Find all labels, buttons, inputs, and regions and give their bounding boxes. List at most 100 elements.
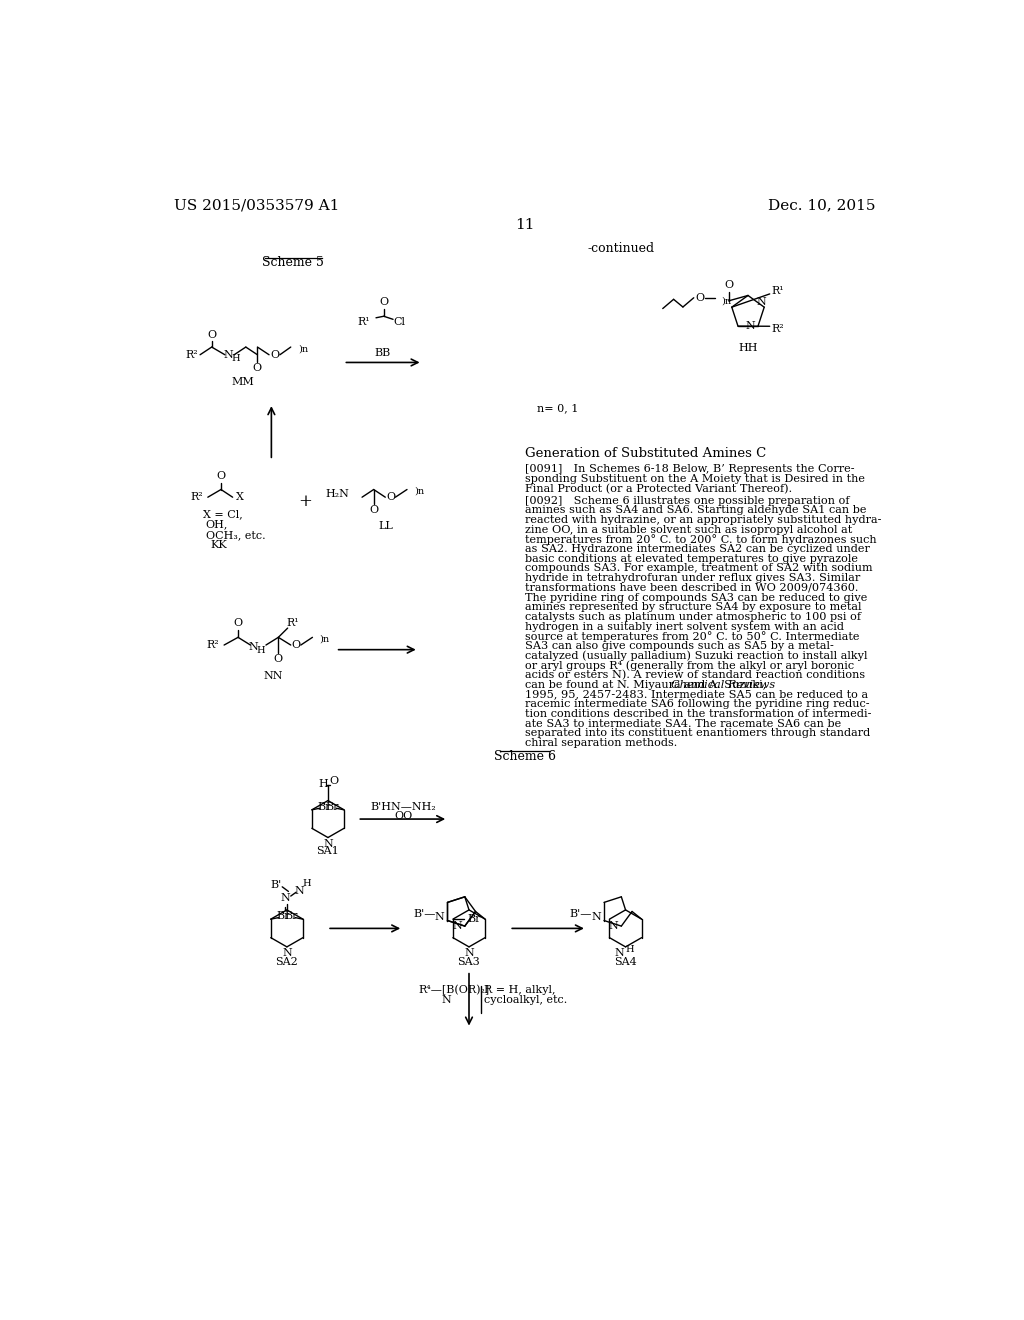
Text: n= 0, 1: n= 0, 1 bbox=[538, 404, 579, 413]
Text: H: H bbox=[303, 879, 311, 888]
Text: separated into its constituent enantiomers through standard: separated into its constituent enantiome… bbox=[524, 729, 870, 738]
Text: )n: )n bbox=[299, 345, 308, 352]
Text: amines such as SA4 and SA6. Starting aldehyde SA1 can be: amines such as SA4 and SA6. Starting ald… bbox=[524, 506, 866, 515]
Text: N: N bbox=[281, 892, 290, 903]
Text: sponding Substituent on the A Moiety that is Desired in the: sponding Substituent on the A Moiety tha… bbox=[524, 474, 865, 484]
Text: ate SA3 to intermediate SA4. The racemate SA6 can be: ate SA3 to intermediate SA4. The racemat… bbox=[524, 718, 841, 729]
Text: MM: MM bbox=[231, 378, 254, 388]
Text: N: N bbox=[282, 948, 292, 958]
Text: US 2015/0353579 A1: US 2015/0353579 A1 bbox=[174, 198, 340, 213]
Text: B'—: B'— bbox=[569, 909, 592, 919]
Text: N: N bbox=[442, 995, 452, 1005]
Text: O: O bbox=[330, 776, 339, 785]
Text: hydrogen in a suitably inert solvent system with an acid: hydrogen in a suitably inert solvent sys… bbox=[524, 622, 844, 632]
Text: B'—: B'— bbox=[413, 909, 435, 919]
Text: B'HN—NH₂: B'HN—NH₂ bbox=[371, 801, 436, 812]
Text: OH,: OH, bbox=[206, 519, 228, 529]
Text: OCH₃, etc.: OCH₃, etc. bbox=[206, 529, 265, 540]
Text: acids or esters N). A review of standard reaction conditions: acids or esters N). A review of standard… bbox=[524, 671, 865, 680]
Text: SA1: SA1 bbox=[316, 846, 339, 857]
Text: B': B' bbox=[270, 879, 282, 890]
Text: )n: )n bbox=[319, 635, 330, 643]
Text: )n: )n bbox=[721, 297, 731, 305]
Text: Scheme 5: Scheme 5 bbox=[262, 256, 324, 269]
Text: Final Product (or a Protected Variant Thereof).: Final Product (or a Protected Variant Th… bbox=[524, 483, 792, 494]
Text: N: N bbox=[223, 350, 232, 360]
Text: R = H, alkyl,: R = H, alkyl, bbox=[484, 985, 556, 995]
Text: N: N bbox=[295, 886, 304, 896]
Text: H: H bbox=[231, 354, 240, 363]
Text: H: H bbox=[318, 779, 328, 788]
Text: N: N bbox=[745, 321, 755, 331]
Text: N: N bbox=[464, 948, 474, 958]
Text: O: O bbox=[369, 506, 378, 515]
Text: -continued: -continued bbox=[588, 242, 654, 255]
Text: BB: BB bbox=[374, 348, 390, 358]
Text: O: O bbox=[695, 293, 705, 302]
Text: hydride in tetrahydrofuran under reflux gives SA3. Similar: hydride in tetrahydrofuran under reflux … bbox=[524, 573, 860, 583]
Text: [0091] In Schemes 6-18 Below, B’ Represents the Corre-: [0091] In Schemes 6-18 Below, B’ Represe… bbox=[524, 465, 854, 474]
Text: LL: LL bbox=[379, 520, 393, 531]
Text: catalysts such as platinum under atmospheric to 100 psi of: catalysts such as platinum under atmosph… bbox=[524, 612, 861, 622]
Text: racemic intermediate SA6 following the pyridine ring reduc-: racemic intermediate SA6 following the p… bbox=[524, 700, 869, 709]
Text: [0092] Scheme 6 illustrates one possible preparation of: [0092] Scheme 6 illustrates one possible… bbox=[524, 495, 849, 506]
Text: O: O bbox=[273, 653, 283, 664]
Text: NN: NN bbox=[264, 671, 284, 681]
Text: basic conditions at elevated temperatures to give pyrazole: basic conditions at elevated temperature… bbox=[524, 553, 858, 564]
Text: R²: R² bbox=[185, 350, 198, 360]
Text: )n: )n bbox=[414, 487, 424, 495]
Text: OO: OO bbox=[394, 810, 413, 821]
Text: HH: HH bbox=[738, 343, 758, 352]
Text: Generation of Substituted Amines C: Generation of Substituted Amines C bbox=[524, 447, 766, 461]
Text: tion conditions described in the transformation of intermedi-: tion conditions described in the transfo… bbox=[524, 709, 871, 719]
Text: N: N bbox=[435, 912, 444, 923]
Text: O: O bbox=[270, 350, 280, 360]
Text: SA3 can also give compounds such as SA5 by a metal-: SA3 can also give compounds such as SA5 … bbox=[524, 642, 834, 651]
Text: 1995, 95, 2457-2483. Intermediate SA5 can be reduced to a: 1995, 95, 2457-2483. Intermediate SA5 ca… bbox=[524, 689, 868, 700]
Text: R¹: R¹ bbox=[286, 619, 299, 628]
Text: Br: Br bbox=[276, 911, 290, 921]
Text: N: N bbox=[614, 948, 625, 958]
Text: cycloalkyl, etc.: cycloalkyl, etc. bbox=[484, 995, 567, 1005]
Text: R²: R² bbox=[190, 492, 203, 502]
Text: Br: Br bbox=[326, 801, 339, 812]
Text: zine OO, in a suitable solvent such as isopropyl alcohol at: zine OO, in a suitable solvent such as i… bbox=[524, 524, 852, 535]
Text: O: O bbox=[233, 619, 243, 628]
Text: H: H bbox=[256, 645, 265, 655]
Text: R⁴—[B(OR)₂]: R⁴—[B(OR)₂] bbox=[419, 985, 489, 995]
Text: O: O bbox=[724, 280, 733, 290]
Text: R¹: R¹ bbox=[357, 317, 370, 327]
Text: O: O bbox=[386, 492, 395, 502]
Text: N: N bbox=[249, 642, 258, 652]
Text: Br: Br bbox=[317, 801, 331, 812]
Text: KK: KK bbox=[210, 540, 227, 550]
Text: Br: Br bbox=[285, 911, 298, 921]
Text: H₂N: H₂N bbox=[325, 490, 349, 499]
Text: as SA2. Hydrazone intermediates SA2 can be cyclized under: as SA2. Hydrazone intermediates SA2 can … bbox=[524, 544, 869, 554]
Text: Dec. 10, 2015: Dec. 10, 2015 bbox=[768, 198, 876, 213]
Text: N: N bbox=[757, 297, 766, 306]
Text: X: X bbox=[237, 492, 245, 502]
Text: O: O bbox=[216, 471, 225, 482]
Text: compounds SA3. For example, treatment of SA2 with sodium: compounds SA3. For example, treatment of… bbox=[524, 564, 872, 573]
Text: catalyzed (usually palladium) Suzuki reaction to install alkyl: catalyzed (usually palladium) Suzuki rea… bbox=[524, 651, 867, 661]
Text: R¹: R¹ bbox=[771, 286, 783, 296]
Text: can be found at N. Miyaura and A. Suzuki,: can be found at N. Miyaura and A. Suzuki… bbox=[524, 680, 770, 690]
Text: SA3: SA3 bbox=[458, 957, 480, 968]
Text: 11: 11 bbox=[515, 218, 535, 232]
Text: N: N bbox=[453, 921, 462, 931]
Text: +: + bbox=[298, 492, 311, 510]
Text: Scheme 6: Scheme 6 bbox=[494, 750, 556, 763]
Text: R²: R² bbox=[207, 640, 219, 649]
Text: or aryl groups R⁴ (generally from the alkyl or aryl boronic: or aryl groups R⁴ (generally from the al… bbox=[524, 660, 854, 671]
Text: N: N bbox=[324, 838, 333, 849]
Text: SA2: SA2 bbox=[275, 957, 298, 968]
Text: H: H bbox=[626, 945, 635, 954]
Text: N: N bbox=[608, 921, 618, 931]
Text: temperatures from 20° C. to 200° C. to form hydrazones such: temperatures from 20° C. to 200° C. to f… bbox=[524, 535, 877, 545]
Text: X = Cl,: X = Cl, bbox=[203, 510, 243, 519]
Text: O: O bbox=[207, 330, 216, 339]
Text: reacted with hydrazine, or an appropriately substituted hydra-: reacted with hydrazine, or an appropriat… bbox=[524, 515, 882, 525]
Text: Chemical Reviews: Chemical Reviews bbox=[672, 680, 775, 690]
Text: O: O bbox=[253, 363, 262, 372]
